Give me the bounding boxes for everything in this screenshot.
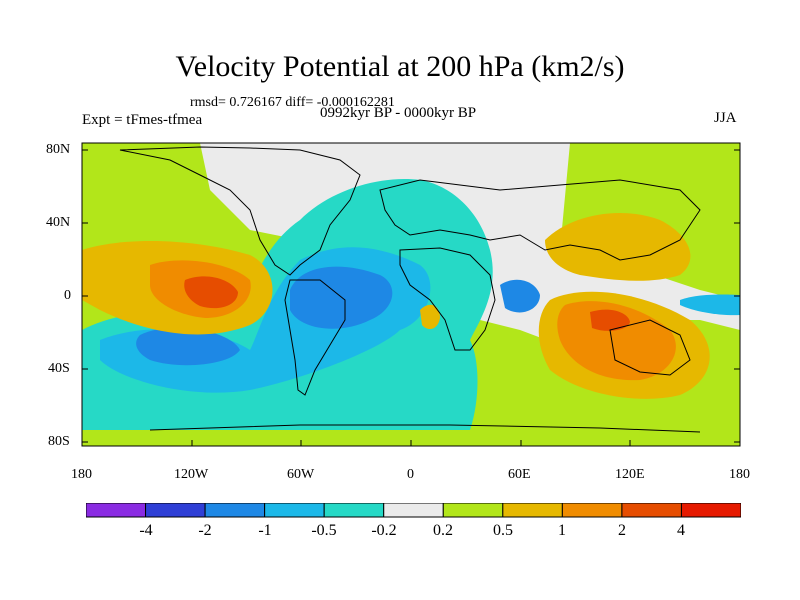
colorbar-label: -1	[258, 522, 272, 539]
stats-subtitle: rmsd= 0.726167 diff= -0.000162281	[190, 95, 395, 110]
lon-tick-label: 0	[407, 467, 414, 482]
colorbar-swatch	[561, 503, 623, 518]
lat-tick-label: 80N	[46, 142, 71, 157]
period-label: 0992kyr BP - 0000kyr BP	[320, 105, 477, 121]
blue-core-africa	[500, 279, 540, 313]
blue-core	[290, 266, 393, 329]
red-core-pacific	[184, 276, 238, 309]
season-label: JJA	[714, 110, 737, 126]
map-title: Velocity Potential at 200 hPa (km2/s)	[175, 50, 625, 83]
lightblue-spot-west-pacific	[680, 294, 740, 316]
colorbar-swatch	[680, 503, 741, 518]
contour-field	[82, 143, 740, 446]
lat-tick-label: 0	[64, 288, 71, 303]
colorbar-swatch	[264, 503, 325, 518]
coastlines	[119, 146, 701, 433]
experiment-label: Expt = tFmes-tfmea	[82, 112, 203, 128]
lon-tick-label: 180	[71, 467, 92, 482]
lat-tick-label: 40S	[48, 361, 70, 376]
lat-tick-label: 80S	[48, 434, 70, 449]
colorbar-swatch	[502, 503, 563, 518]
lat-tick-label: 40N	[46, 215, 71, 230]
colorbar-label: 0.2	[433, 522, 453, 539]
colorbar-swatch	[442, 503, 504, 518]
red-core-australia	[590, 309, 630, 331]
lon-tick-label: 60E	[508, 467, 531, 482]
blue-core-pacific	[136, 327, 240, 366]
colorbar-label: -0.2	[371, 522, 397, 539]
colorbar-label: 2	[618, 522, 626, 539]
colorbar-swatch	[86, 503, 147, 518]
colorbar-label: 4	[677, 522, 685, 539]
colorbar-label: -4	[139, 522, 153, 539]
colorbar-swatch	[145, 503, 206, 518]
colorbar-label: -2	[198, 522, 212, 539]
colorbar-label: -0.5	[311, 522, 337, 539]
lon-tick-label: 180	[729, 467, 750, 482]
colorbar	[86, 503, 741, 518]
orange-spot-africa	[420, 304, 440, 330]
orange-zone-asia	[545, 212, 691, 281]
colorbar-swatch	[323, 503, 385, 518]
colorbar-label: 0.5	[493, 522, 513, 539]
lon-tick-label: 120E	[615, 467, 645, 482]
lon-tick-label: 120W	[174, 467, 209, 482]
colorbar-swatch	[383, 503, 444, 518]
colorbar-label: 1	[558, 522, 566, 539]
axis-ticks	[81, 149, 741, 446]
colorbar-swatch	[621, 503, 682, 518]
lon-tick-label: 60W	[287, 467, 315, 482]
colorbar-swatch	[204, 503, 266, 518]
